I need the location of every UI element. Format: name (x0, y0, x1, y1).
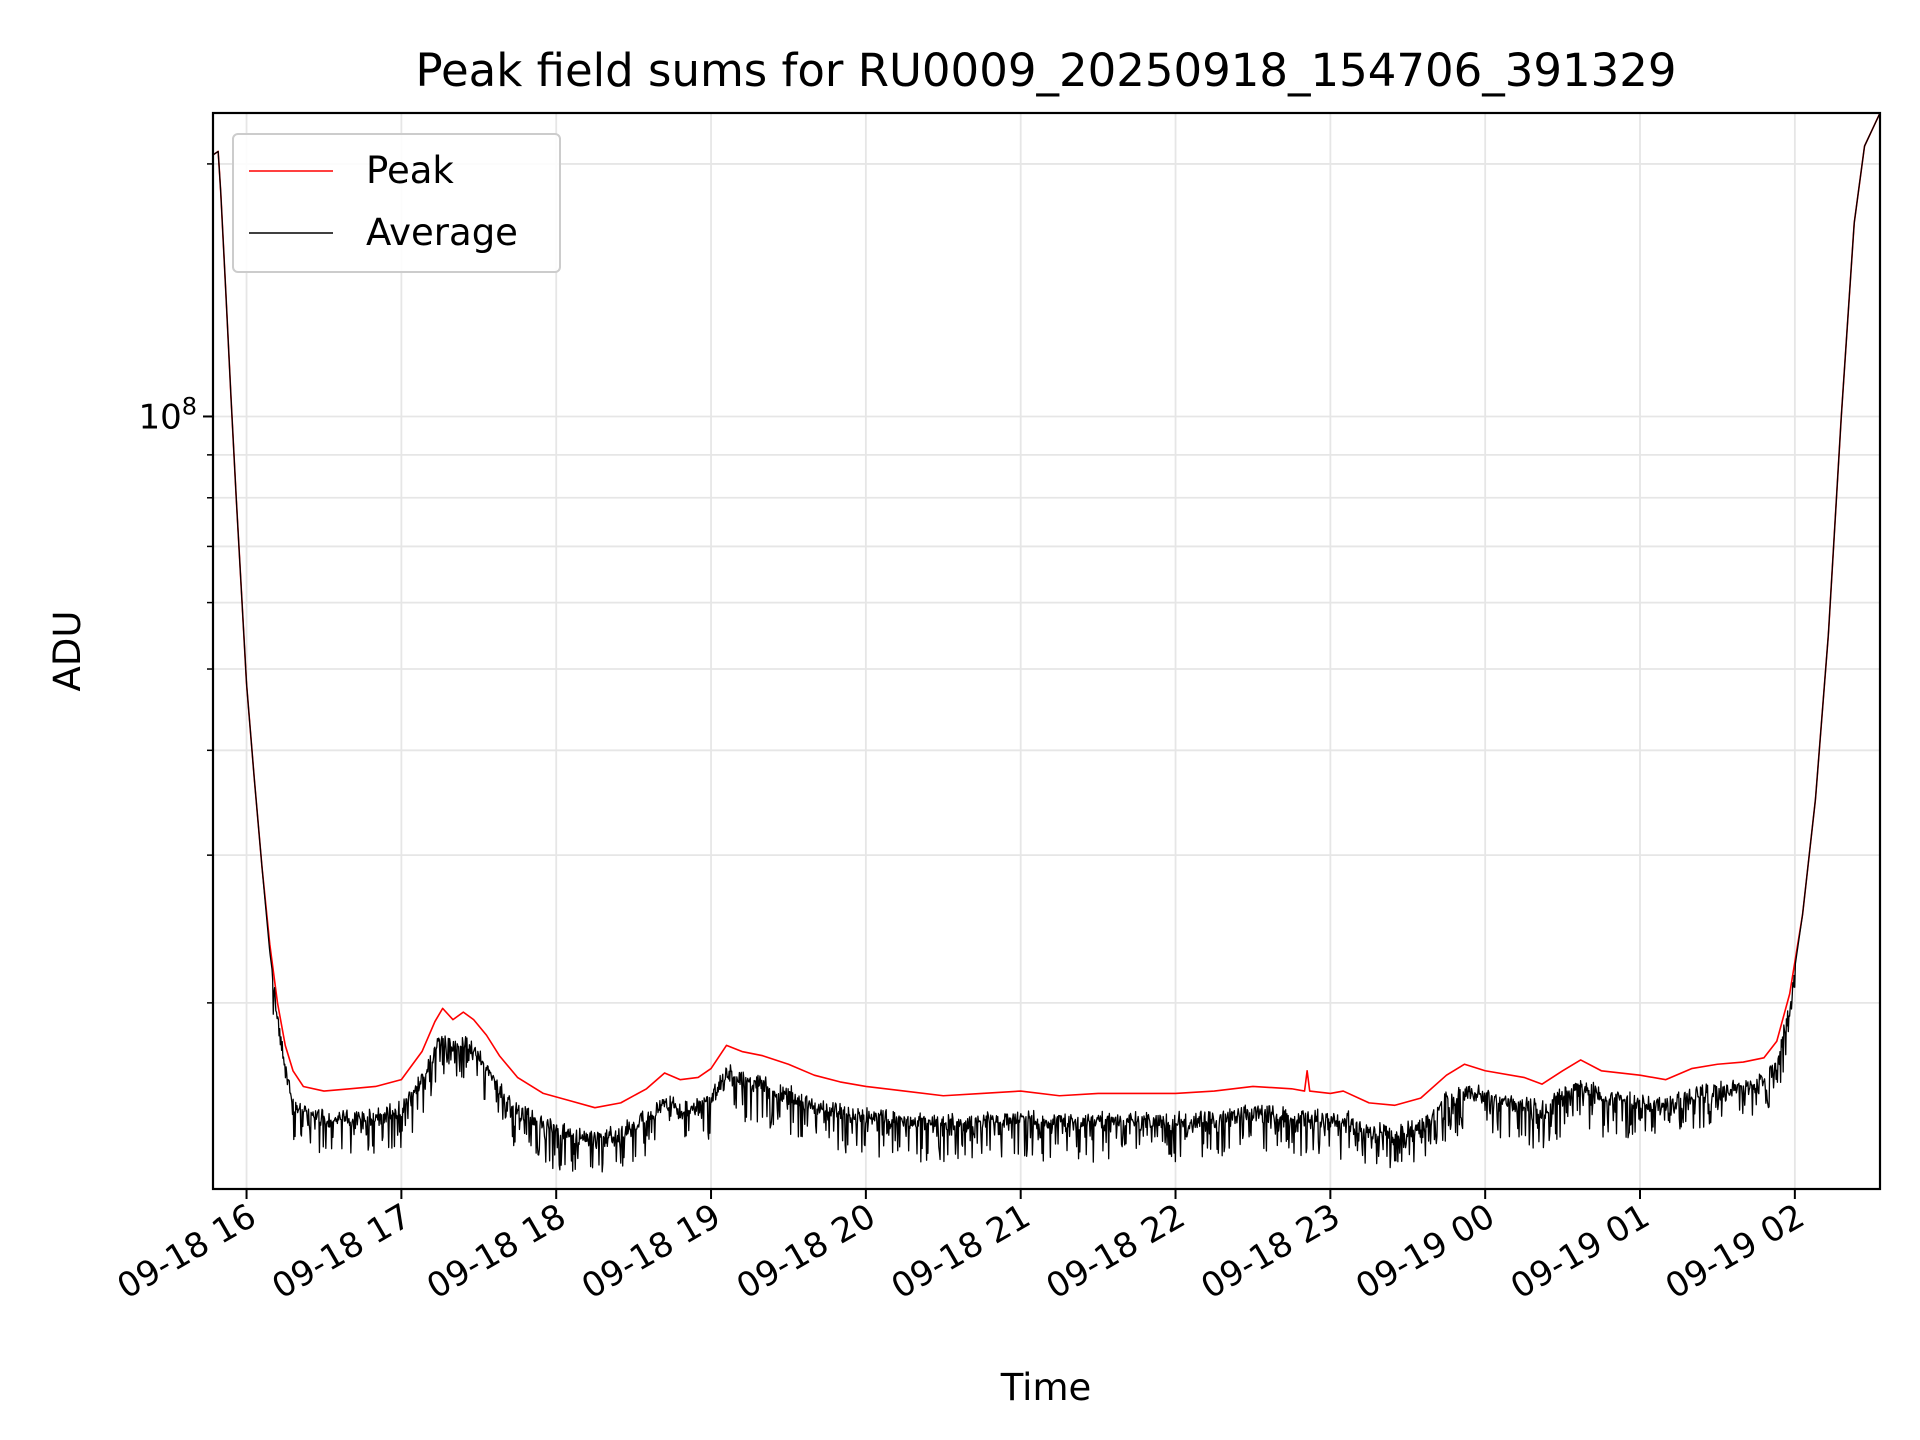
y-tick-label-base: 10 (138, 397, 181, 437)
x-axis-label: Time (1000, 1366, 1092, 1409)
plot-frame (211, 111, 1882, 1191)
y-axis-label: ADU (46, 611, 89, 692)
legend: Peak Average (232, 133, 561, 273)
y-tick-label-exponent: 8 (182, 392, 197, 420)
legend-label-average: Average (366, 211, 518, 254)
chart-title: Peak field sums for RU0009_20250918_1547… (415, 44, 1676, 97)
series-line-peak (213, 113, 1880, 1109)
grid (213, 113, 1880, 1189)
plot-series (213, 113, 1880, 1173)
series-line-average (213, 113, 1880, 1173)
legend-label-peak: Peak (366, 149, 454, 192)
y-tick-label: 108 (138, 392, 197, 437)
y-axis-ticks: 108 (138, 163, 213, 1004)
legend-box (232, 133, 561, 273)
